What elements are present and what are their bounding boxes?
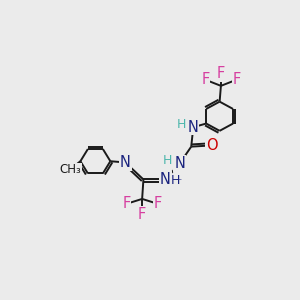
- Text: CH₃: CH₃: [59, 163, 81, 176]
- Text: F: F: [138, 207, 146, 222]
- Text: O: O: [206, 138, 218, 153]
- Text: N: N: [120, 155, 131, 170]
- Text: F: F: [232, 72, 241, 87]
- Text: H: H: [163, 154, 172, 167]
- Text: N: N: [160, 172, 171, 187]
- Text: F: F: [217, 66, 225, 81]
- Text: N: N: [174, 156, 185, 171]
- Text: F: F: [154, 196, 162, 211]
- Text: N: N: [188, 120, 199, 135]
- Text: F: F: [201, 72, 209, 87]
- Text: ⁻: ⁻: [176, 177, 182, 187]
- Text: H: H: [177, 118, 186, 131]
- Text: H: H: [171, 174, 180, 187]
- Text: F: F: [122, 196, 131, 211]
